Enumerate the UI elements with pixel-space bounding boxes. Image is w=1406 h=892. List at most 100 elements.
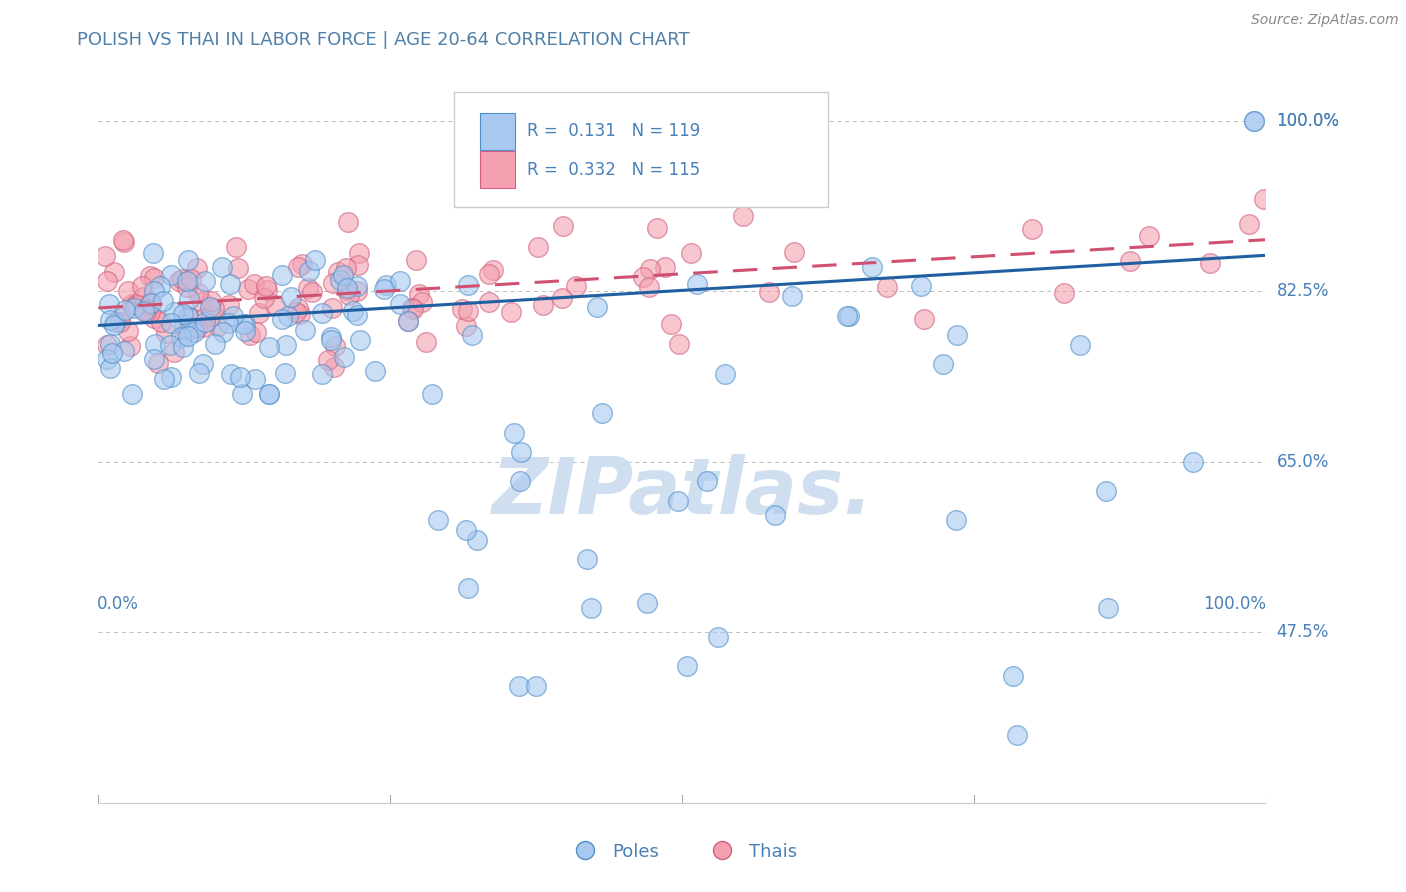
Point [207,318,229,333]
Point [194,274,217,288]
Point [510,445,533,459]
Point [247,306,270,320]
Point [551,219,574,233]
Point [163,345,186,359]
Point [193,310,215,325]
Point [502,425,524,440]
Point [233,318,256,332]
Point [420,386,443,401]
Text: 100.0%: 100.0% [1277,112,1340,130]
Point [323,339,346,353]
Point [93,249,115,263]
Point [576,552,599,566]
Point [285,305,308,319]
Point [396,314,419,328]
Point [176,280,198,294]
Point [142,352,165,367]
Point [482,262,505,277]
Point [638,279,661,293]
Point [666,493,689,508]
Point [211,260,233,274]
Point [232,317,254,331]
Point [172,340,194,354]
Point [1069,338,1091,352]
Point [654,260,676,274]
Point [274,338,297,352]
Point [321,301,343,316]
Point [139,297,162,311]
Point [526,240,548,254]
Point [1199,256,1222,270]
Point [139,296,162,310]
Point [152,294,174,309]
Point [176,252,198,267]
Point [183,320,205,334]
Point [427,513,450,527]
Point [349,246,371,260]
Point [291,257,314,271]
Point [945,513,967,527]
Point [457,277,479,292]
Point [149,278,172,293]
Point [860,260,883,274]
Point [186,261,208,276]
Point [117,284,139,298]
Text: Source: ZipAtlas.com: Source: ZipAtlas.com [1251,13,1399,28]
Point [450,301,472,316]
Point [212,326,235,340]
Point [707,630,730,644]
Point [1053,285,1076,300]
Point [204,337,226,351]
Point [150,314,173,328]
Point [287,301,309,315]
Text: 47.5%: 47.5% [1277,624,1329,641]
Point [104,314,127,328]
Point [254,279,277,293]
Point [117,324,139,338]
Point [233,324,256,338]
Point [174,324,197,338]
Point [143,270,166,285]
Point [551,291,574,305]
Point [176,310,198,325]
Point [454,523,477,537]
Point [318,353,340,368]
Point [226,261,249,276]
Point [253,291,276,305]
Point [454,319,477,334]
Point [153,372,176,386]
Point [98,297,121,311]
Point [346,284,368,298]
Point [218,298,240,312]
Point [135,305,157,319]
Point [837,309,859,323]
Point [274,367,297,381]
Point [638,261,661,276]
Point [200,294,222,309]
Point [335,260,357,275]
Point [245,325,267,339]
Point [122,301,145,315]
Point [396,313,419,327]
Point [499,304,522,318]
Point [465,533,488,547]
Point [509,475,531,489]
Point [783,244,806,259]
Point [142,285,165,299]
Point [191,320,214,334]
Point [401,301,423,316]
Point [143,337,166,351]
Point [329,273,352,287]
Point [478,294,501,309]
Point [139,269,162,284]
Point [256,283,278,297]
Point [160,370,183,384]
Point [1097,601,1119,615]
Point [177,309,200,323]
Point [411,294,433,309]
Point [402,301,425,316]
Point [103,265,125,279]
Point [478,267,501,281]
Point [591,406,613,420]
Point [1005,728,1028,742]
